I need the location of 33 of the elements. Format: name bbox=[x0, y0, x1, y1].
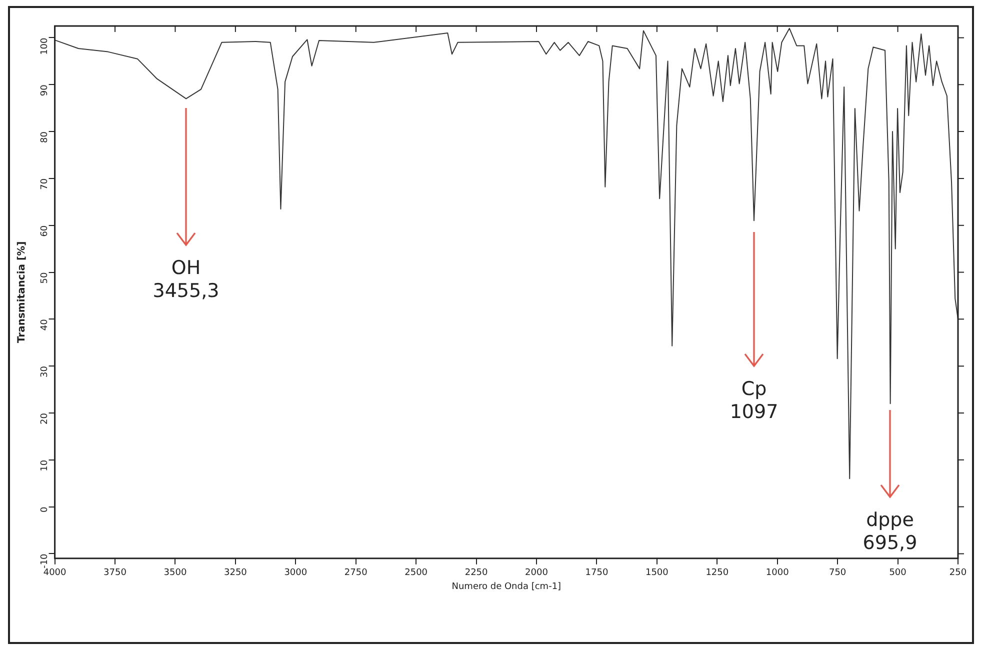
x-tick-label: 3250 bbox=[224, 568, 248, 578]
y-tick-label: 30 bbox=[40, 366, 50, 378]
x-tick-label: 2000 bbox=[525, 568, 548, 578]
x-tick-label: 4000 bbox=[43, 568, 67, 578]
x-tick-label: 3750 bbox=[104, 568, 127, 578]
y-tick-label: 80 bbox=[40, 131, 50, 143]
x-tick-label: 2250 bbox=[464, 568, 488, 578]
y-tick-label: 90 bbox=[40, 84, 50, 96]
x-tick-label: 1750 bbox=[585, 568, 608, 578]
y-tick-label: 10 bbox=[40, 460, 50, 472]
y-tick-label: 20 bbox=[40, 412, 50, 424]
y-tick-label: -10 bbox=[40, 553, 50, 568]
y-tick-label: 60 bbox=[40, 225, 50, 237]
x-tick-label: 3500 bbox=[164, 568, 187, 578]
y-tick-label: 0 bbox=[40, 506, 50, 513]
annotation: OH 3455,3 bbox=[152, 257, 220, 303]
annotation: dppe 695,9 bbox=[862, 509, 918, 555]
x-tick-label: 250 bbox=[949, 568, 967, 578]
y-tick-label: 50 bbox=[40, 272, 50, 284]
x-tick-label: 2750 bbox=[344, 568, 368, 578]
x-tick-label: 1500 bbox=[645, 568, 669, 578]
x-axis-title: Numero de Onda [cm-1] bbox=[452, 582, 562, 592]
y-axis-title: Transmitancia [%] bbox=[16, 241, 28, 344]
x-tick-label: 1250 bbox=[706, 568, 729, 578]
annotation: Cp 1097 bbox=[728, 378, 780, 424]
x-tick-label: 750 bbox=[828, 568, 846, 578]
y-tick-label: 100 bbox=[40, 37, 50, 55]
y-tick-label: 70 bbox=[40, 178, 50, 190]
x-tick-label: 500 bbox=[889, 568, 907, 578]
x-tick-label: 2500 bbox=[404, 568, 428, 578]
y-tick-label: 40 bbox=[40, 318, 50, 331]
x-tick-label: 1000 bbox=[766, 568, 790, 578]
x-tick-label: 3000 bbox=[284, 568, 308, 578]
